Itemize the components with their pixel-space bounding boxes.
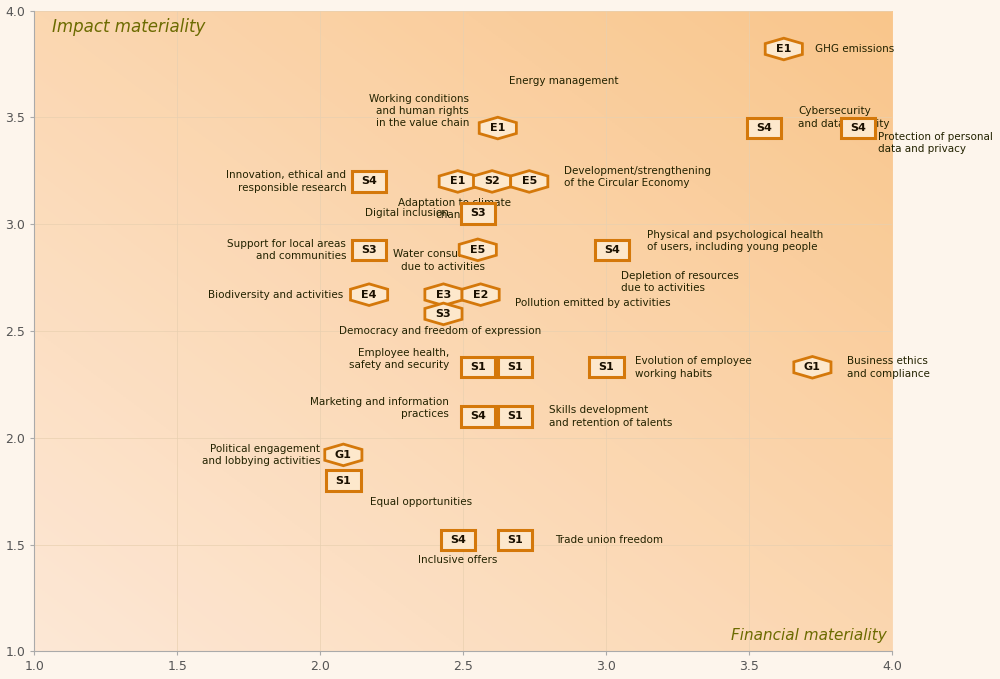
Polygon shape [462, 284, 499, 306]
FancyBboxPatch shape [326, 471, 361, 491]
Text: S4: S4 [604, 245, 620, 255]
Text: Protection of personal
data and privacy: Protection of personal data and privacy [878, 132, 993, 154]
FancyBboxPatch shape [352, 171, 386, 191]
Text: Working conditions
and human rights
in the value chain: Working conditions and human rights in t… [369, 94, 469, 128]
FancyBboxPatch shape [498, 530, 532, 551]
Text: Adaptation to climate
change: Adaptation to climate change [398, 198, 511, 221]
Text: S4: S4 [361, 177, 377, 187]
Text: Biodiversity and activities: Biodiversity and activities [208, 290, 343, 299]
Text: S4: S4 [850, 123, 866, 133]
Text: Inclusive offers: Inclusive offers [418, 555, 497, 564]
Polygon shape [794, 356, 831, 378]
FancyBboxPatch shape [841, 118, 875, 139]
Text: S3: S3 [436, 309, 451, 319]
Polygon shape [425, 303, 462, 325]
Text: G1: G1 [804, 363, 821, 372]
FancyBboxPatch shape [352, 240, 386, 260]
Text: Development/strengthening
of the Circular Economy: Development/strengthening of the Circula… [564, 166, 711, 188]
FancyBboxPatch shape [461, 406, 495, 426]
Polygon shape [479, 117, 516, 139]
Text: E1: E1 [450, 177, 465, 187]
FancyBboxPatch shape [461, 203, 495, 223]
Text: GHG emissions: GHG emissions [815, 44, 895, 54]
FancyBboxPatch shape [498, 357, 532, 378]
FancyBboxPatch shape [461, 357, 495, 378]
Text: G1: G1 [335, 450, 352, 460]
Polygon shape [459, 239, 496, 261]
Text: Impact materiality: Impact materiality [52, 18, 205, 36]
Text: S1: S1 [507, 363, 523, 372]
Polygon shape [439, 170, 476, 192]
Text: Innovation, ethical and
responsible research: Innovation, ethical and responsible rese… [226, 170, 346, 193]
Text: Marketing and information
practices: Marketing and information practices [310, 397, 449, 419]
Text: Support for local areas
and communities: Support for local areas and communities [227, 238, 346, 261]
Text: Depletion of resources
due to activities: Depletion of resources due to activities [621, 271, 739, 293]
Text: Cybersecurity
and data security: Cybersecurity and data security [798, 106, 890, 128]
Text: Employee health,
safety and security: Employee health, safety and security [349, 348, 449, 370]
Text: Equal opportunities: Equal opportunities [370, 497, 472, 507]
Text: S1: S1 [470, 363, 486, 372]
Text: E3: E3 [436, 290, 451, 299]
FancyBboxPatch shape [441, 530, 475, 551]
Text: S4: S4 [450, 535, 466, 545]
FancyBboxPatch shape [589, 357, 624, 378]
Text: E1: E1 [776, 44, 791, 54]
Polygon shape [325, 444, 362, 466]
Text: Political engagement
and lobbying activities: Political engagement and lobbying activi… [202, 443, 320, 466]
Text: S3: S3 [361, 245, 377, 255]
FancyBboxPatch shape [747, 118, 781, 139]
Polygon shape [425, 284, 462, 306]
Text: Business ethics
and compliance: Business ethics and compliance [847, 356, 930, 378]
Text: Financial materiality: Financial materiality [731, 628, 887, 643]
FancyBboxPatch shape [595, 240, 629, 260]
Text: Evolution of employee
working habits: Evolution of employee working habits [635, 356, 752, 378]
Polygon shape [511, 170, 548, 192]
Polygon shape [765, 38, 802, 60]
Text: S1: S1 [335, 475, 351, 485]
Text: S4: S4 [470, 411, 486, 422]
Text: S2: S2 [484, 177, 500, 187]
Polygon shape [473, 170, 511, 192]
Text: E4: E4 [361, 290, 377, 299]
Polygon shape [351, 284, 388, 306]
Text: S4: S4 [756, 123, 772, 133]
Text: Pollution emitted by activities: Pollution emitted by activities [515, 298, 671, 308]
Text: Physical and psychological health
of users, including young people: Physical and psychological health of use… [647, 230, 823, 253]
Text: Trade union freedom: Trade union freedom [555, 535, 663, 545]
Text: Energy management: Energy management [509, 76, 618, 86]
Text: E5: E5 [522, 177, 537, 187]
Text: S3: S3 [470, 208, 486, 219]
Text: E5: E5 [470, 245, 485, 255]
FancyBboxPatch shape [498, 406, 532, 426]
Text: Digital inclusion: Digital inclusion [365, 208, 449, 219]
Text: Water consumption
due to activities: Water consumption due to activities [393, 249, 494, 272]
Text: S1: S1 [507, 411, 523, 422]
Text: Skills development
and retention of talents: Skills development and retention of tale… [549, 405, 673, 428]
Text: Democracy and freedom of expression: Democracy and freedom of expression [339, 326, 542, 336]
Text: E1: E1 [490, 123, 505, 133]
Text: E2: E2 [473, 290, 488, 299]
Text: S1: S1 [507, 535, 523, 545]
Text: S1: S1 [599, 363, 614, 372]
